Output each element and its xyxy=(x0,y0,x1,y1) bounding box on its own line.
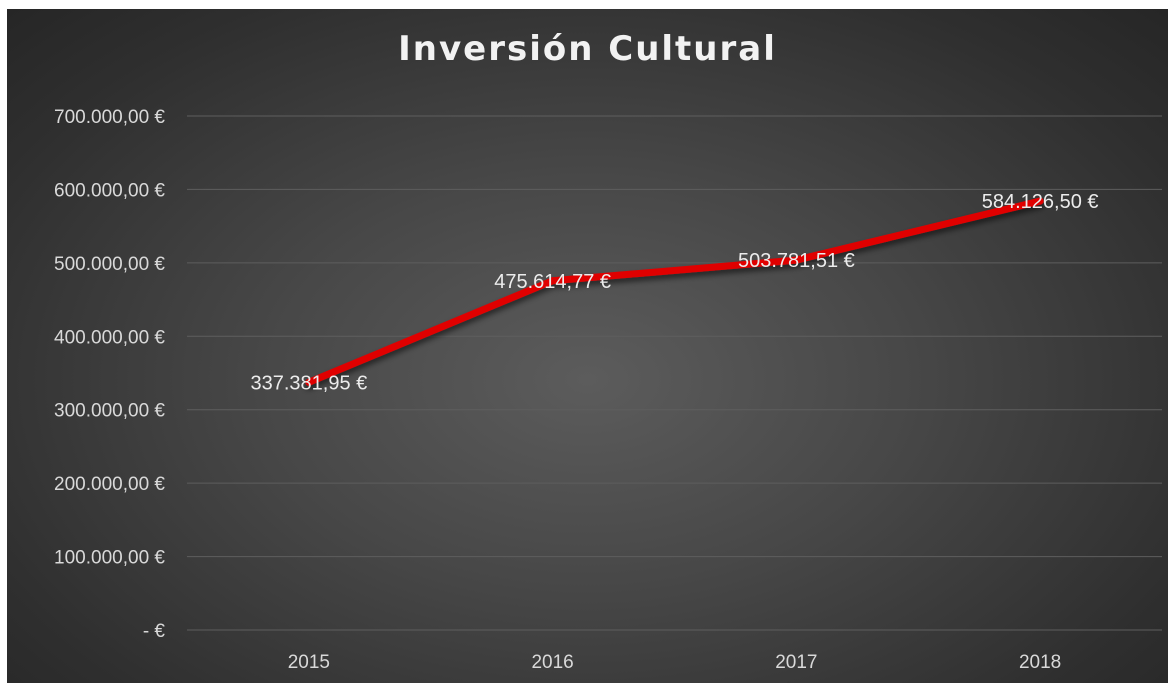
chart-area: Inversión Cultural - € 100.000,00 € 200.00… xyxy=(7,9,1168,683)
data-label: 503.781,51 € xyxy=(738,250,855,272)
y-tick-label: 500.000,00 € xyxy=(54,254,165,275)
data-point xyxy=(305,378,313,386)
y-tick-label: - € xyxy=(143,621,166,642)
x-tick-label: 2017 xyxy=(775,652,817,673)
x-tick-label: 2016 xyxy=(531,652,573,673)
series-line-group xyxy=(305,197,1044,386)
y-tick-label: 100.000,00 € xyxy=(54,548,165,569)
data-point xyxy=(549,277,557,285)
data-label-group: 337.381,95 € 475.614,77 € 503.781,51 € 584.… xyxy=(250,191,1098,394)
y-tick-label: 200.000,00 € xyxy=(54,474,165,495)
y-tick-label: 600.000,00 € xyxy=(54,180,165,201)
chart-title: Inversión Cultural xyxy=(398,29,777,69)
gridlines xyxy=(187,115,1162,631)
x-tick-label: 2018 xyxy=(1019,652,1061,673)
y-tick-label: 700.000,00 € xyxy=(54,107,165,128)
y-tick-label: 400.000,00 € xyxy=(54,327,165,348)
data-point xyxy=(792,256,800,264)
y-axis-tick-labels: - € 100.000,00 € 200.000,00 € 300.000,00 € 4… xyxy=(54,107,165,642)
x-axis-tick-labels: 2015 2016 2017 2018 xyxy=(288,652,1062,673)
line-chart-plot: - € 100.000,00 € 200.000,00 € 300.000,00 € 4… xyxy=(54,107,1162,673)
x-tick-label: 2015 xyxy=(288,652,330,673)
series-line xyxy=(305,197,1044,386)
data-point xyxy=(1036,197,1044,205)
data-label: 475.614,77 € xyxy=(494,271,611,293)
data-label: 584.126,50 € xyxy=(982,191,1099,213)
y-tick-label: 300.000,00 € xyxy=(54,401,165,422)
data-label: 337.381,95 € xyxy=(250,372,367,394)
